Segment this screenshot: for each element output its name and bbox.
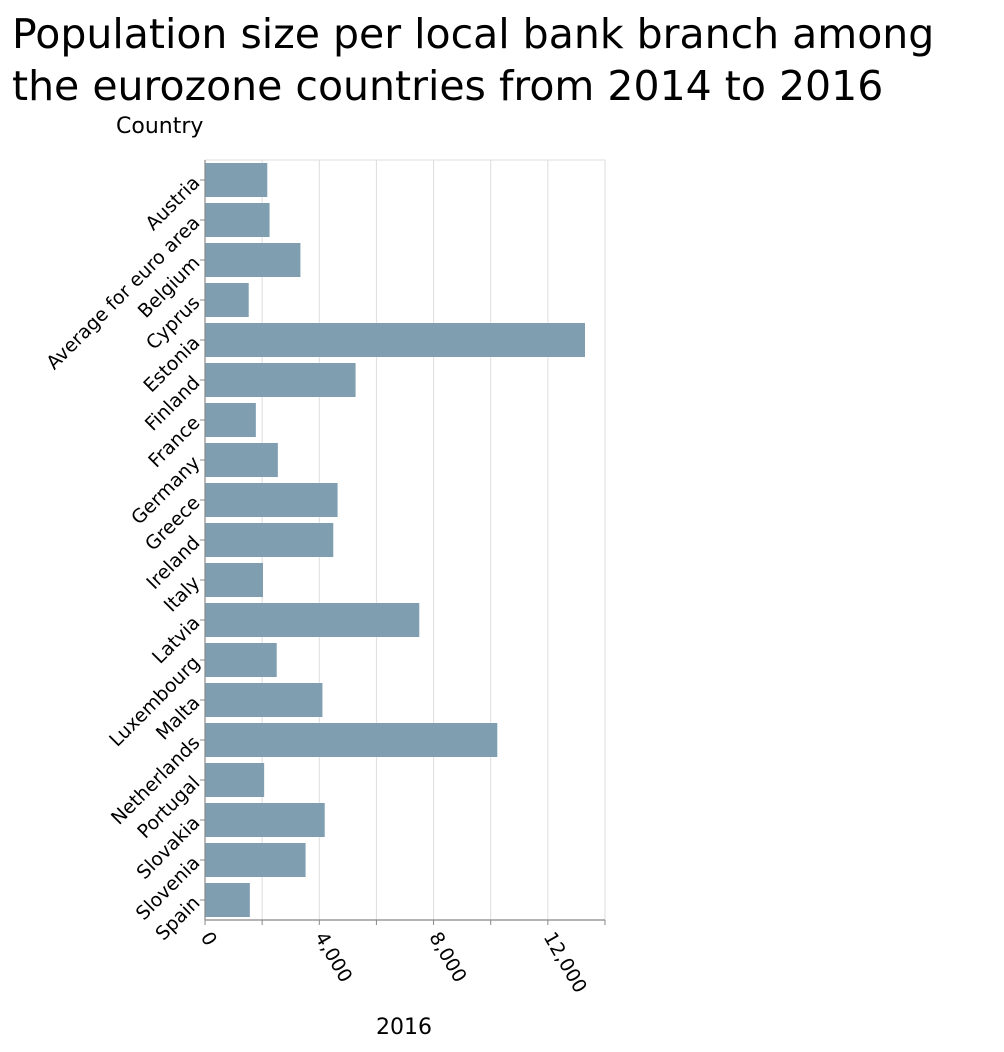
- chart-title-line-1: Population size per local bank branch am…: [12, 10, 935, 58]
- x-tick-label: 4,000: [310, 928, 356, 986]
- bar-france: [205, 403, 256, 437]
- chart-title: Population size per local bank branch am…: [12, 8, 934, 112]
- bar-austria: [205, 163, 268, 197]
- y-axis-title: Country: [116, 114, 203, 139]
- bar-average-for-euro-area: [205, 203, 270, 237]
- bar-greece: [205, 483, 338, 517]
- bar-luxembourg: [205, 643, 277, 677]
- bar-slovakia: [205, 803, 325, 837]
- bar-malta: [205, 683, 323, 717]
- bar-spain: [205, 883, 250, 917]
- x-tick-label: 0: [196, 928, 221, 949]
- axes: [200, 160, 606, 925]
- bar-latvia: [205, 603, 420, 637]
- x-tick-label: 8,000: [424, 928, 470, 986]
- bar-italy: [205, 563, 263, 597]
- bars: [205, 163, 585, 917]
- bar-cyprus: [205, 283, 249, 317]
- chart-title-line-2: the eurozone countries from 2014 to 2016: [12, 62, 884, 110]
- bar-ireland: [205, 523, 334, 557]
- bar-estonia: [205, 323, 585, 357]
- x-tick-label: 12,000: [539, 928, 591, 997]
- bar-finland: [205, 363, 356, 397]
- bar-portugal: [205, 763, 265, 797]
- x-axis-title: 2016: [376, 1015, 432, 1040]
- bar-germany: [205, 443, 278, 477]
- bar-slovenia: [205, 843, 306, 877]
- bar-netherlands: [205, 723, 498, 757]
- bar-belgium: [205, 243, 301, 277]
